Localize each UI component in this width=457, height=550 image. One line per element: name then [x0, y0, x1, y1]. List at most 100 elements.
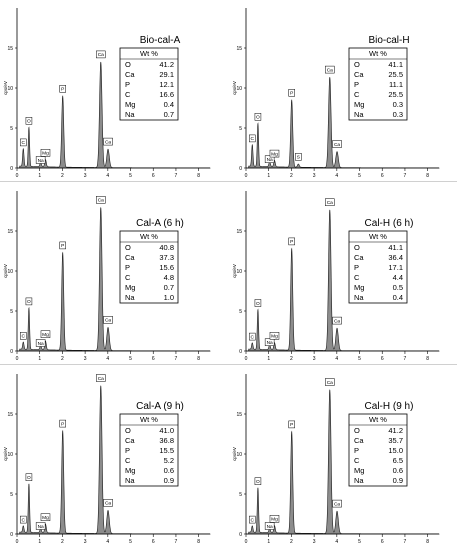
peak-label-box	[35, 156, 46, 164]
y-tick-label: 0	[10, 166, 13, 172]
table-value: 15.5	[159, 446, 174, 455]
table-value: 41.1	[388, 243, 403, 252]
table-value: 25.5	[388, 90, 403, 99]
x-tick-label: 3	[84, 173, 87, 179]
peak-label: C	[251, 334, 255, 340]
x-tick-label: 7	[175, 173, 178, 179]
peak-label: S	[297, 155, 300, 161]
x-tick-label: 3	[84, 356, 87, 362]
table-header: Wt %	[369, 415, 387, 424]
table-element: C	[125, 456, 131, 465]
table-value: 0.7	[164, 283, 174, 292]
table-element: O	[125, 60, 131, 69]
table-header: Wt %	[140, 232, 158, 241]
x-tick-label: 1	[38, 173, 41, 179]
peak-label-box	[264, 155, 275, 163]
x-tick-label: 2	[290, 356, 293, 362]
y-tick-label: 5	[239, 492, 242, 498]
x-tick-label: 7	[175, 539, 178, 545]
x-tick-label: 7	[404, 539, 407, 545]
peak-label-box	[288, 420, 295, 429]
peak-label: Ca	[327, 67, 333, 73]
x-tick-label: 2	[61, 539, 64, 545]
table-element: C	[354, 90, 360, 99]
table-element: Mg	[125, 466, 135, 475]
table-element: Mg	[354, 283, 364, 292]
table-element: Na	[125, 476, 135, 485]
table-value: 0.4	[393, 293, 403, 302]
composition-table	[348, 47, 408, 121]
table-value: 11.1	[389, 80, 403, 89]
peak-label-box	[249, 134, 256, 143]
table-element: O	[125, 426, 131, 435]
peak-label: C	[22, 517, 26, 523]
peak-label: Ca	[105, 318, 111, 324]
y-tick-label: 5	[10, 492, 13, 498]
table-value: 0.6	[164, 466, 174, 475]
table-element: P	[125, 446, 130, 455]
peak-label-box	[103, 316, 113, 324]
peak-label-box	[288, 237, 295, 246]
table-value: 41.1	[388, 60, 403, 69]
peak-label-box	[249, 515, 256, 524]
x-tick-label: 6	[381, 539, 384, 545]
peak-label: P	[61, 87, 64, 93]
y-tick-label: 5	[10, 126, 13, 132]
x-tick-label: 6	[152, 539, 155, 545]
peak-label: O	[27, 119, 31, 125]
x-tick-label: 4	[106, 356, 109, 362]
y-tick-label: 0	[10, 349, 13, 355]
x-tick-label: 0	[245, 356, 248, 362]
chart-title: Cal-H (9 h)	[365, 401, 414, 412]
peak-label-box	[254, 299, 262, 307]
x-tick-label: 1	[38, 356, 41, 362]
table-value: 5.2	[164, 456, 174, 465]
peak-label-box	[264, 522, 275, 530]
peak-label-box	[295, 153, 302, 161]
table-element: P	[125, 263, 130, 272]
table-value: 6.5	[393, 456, 403, 465]
table-element: Mg	[354, 100, 364, 109]
peak-label: Ca	[105, 501, 111, 507]
peak-label-box	[332, 499, 342, 508]
peak-label-box	[332, 316, 342, 325]
table-value: 29.1	[159, 70, 174, 79]
composition-table	[119, 47, 179, 121]
peak-label: O	[256, 479, 260, 485]
y-tick-label: 0	[239, 166, 242, 172]
peak-label: P	[290, 422, 293, 428]
peak-label-box	[25, 297, 33, 306]
peak-label-box	[96, 50, 106, 59]
x-tick-label: 6	[152, 173, 155, 179]
peak-label: Ca	[334, 142, 340, 148]
y-tick-label: 10	[7, 86, 13, 92]
spectrum-chart: 0 1 2 3 4 5 6 7 8051015cps/eVCONaMgPCaCaBio-cal-…	[3, 8, 211, 179]
table-value: 0.3	[393, 110, 403, 119]
x-tick-label: 0	[245, 173, 248, 179]
peak-label: Ca	[105, 139, 111, 145]
peak-label-box	[269, 332, 280, 340]
peak-label: C	[251, 517, 255, 523]
peak-label: Na	[38, 341, 44, 347]
table-element: O	[354, 243, 360, 252]
table-value: 15.0	[388, 446, 403, 455]
spectrum-chart: 0 1 2 3 4 5 6 7 8051015cps/eVCONaMgPSCaCaBio-cal…	[232, 8, 440, 179]
table-value: 0.7	[164, 110, 174, 119]
x-tick-label: 4	[335, 356, 338, 362]
composition-table	[119, 413, 179, 487]
y-tick-label: 15	[7, 46, 13, 52]
table-header: Wt %	[140, 49, 158, 58]
spectrum-area	[246, 209, 440, 352]
table-value: 41.2	[388, 426, 403, 435]
y-tick-label: 5	[10, 309, 13, 315]
x-tick-label: 8	[197, 539, 200, 545]
table-element: Ca	[125, 436, 135, 445]
peak-label: C	[251, 136, 255, 142]
x-tick-label: 4	[335, 173, 338, 179]
y-tick-label: 15	[236, 229, 242, 235]
peak-label-box	[254, 477, 262, 485]
x-tick-label: 8	[197, 356, 200, 362]
x-tick-label: 7	[175, 356, 178, 362]
y-axis-label: cps/eV	[232, 81, 237, 95]
